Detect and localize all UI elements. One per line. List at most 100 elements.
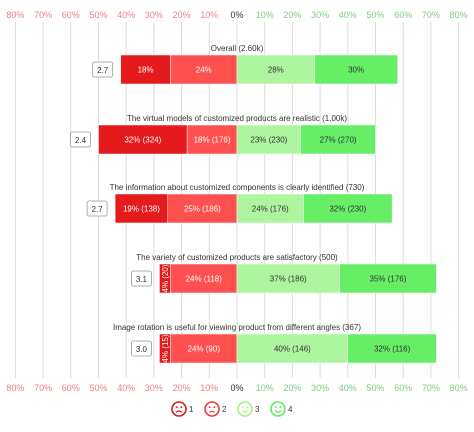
- x-axis-bottom: 80% 70% 60% 50% 40% 30% 20% 10% 0% 10% 20% 30% 40% 50…: [6, 383, 467, 393]
- x-tick-label: 60%: [62, 383, 80, 393]
- x-tick-label: 30%: [311, 383, 329, 393]
- mean-value: 2.7: [92, 205, 104, 214]
- x-tick-label: 30%: [145, 10, 163, 20]
- bar-segment-2: [170, 263, 238, 294]
- segment-label: 4% (15): [161, 334, 170, 362]
- x-tick-label: 80%: [6, 10, 24, 20]
- segment-label: 35% (176): [370, 275, 407, 284]
- x-tick-label: 50%: [366, 10, 384, 20]
- question-label: Image rotation is useful for viewing pro…: [113, 323, 361, 332]
- bar-segment-2: [167, 193, 238, 224]
- segment-label: 24% (118): [186, 275, 223, 284]
- x-tick-label: 30%: [145, 383, 163, 393]
- segment-label: 4% (20): [161, 264, 170, 292]
- likert-row: Overall (2.60k) 18% 24% 28% 30% 2.7: [92, 44, 398, 85]
- x-tick-label: 10%: [200, 10, 218, 20]
- legend-label: 4: [288, 405, 293, 414]
- x-tick-label: 70%: [422, 383, 440, 393]
- x-tick-label: 10%: [256, 10, 274, 20]
- very-sad-face-icon: [171, 401, 187, 417]
- question-label: The variety of customized products are s…: [136, 253, 338, 262]
- mean-box: [131, 270, 152, 287]
- x-tick-label: 70%: [422, 10, 440, 20]
- bar-segment-2: [170, 54, 238, 85]
- x-tick-label: 40%: [117, 383, 135, 393]
- legend-label: 2: [222, 405, 227, 414]
- mean-value: 3.0: [136, 345, 148, 354]
- likert-row: The information about customized compone…: [86, 183, 393, 224]
- mean-value: 2.4: [75, 136, 87, 145]
- mean-value: 3.1: [136, 275, 148, 284]
- mean-box: [70, 131, 91, 148]
- segment-label: 24% (90): [188, 345, 221, 354]
- segment-label: 25% (186): [184, 205, 221, 214]
- bar-segment-4: [347, 333, 437, 364]
- mean-value: 2.7: [97, 66, 109, 75]
- segment-label: 30%: [348, 66, 364, 75]
- bar-segment-4: [303, 193, 393, 224]
- question-label: Overall (2.60k): [211, 44, 264, 53]
- x-tick-label: 40%: [117, 10, 135, 20]
- mean-box: [131, 340, 152, 357]
- segment-label: 18%: [138, 66, 154, 75]
- x-tick-label: 60%: [394, 383, 412, 393]
- segment-label: 32% (116): [374, 345, 411, 354]
- question-label: The information about customized compone…: [110, 183, 365, 192]
- question-label: The virtual models of customized product…: [127, 114, 347, 123]
- segment-label: 28%: [268, 66, 284, 75]
- smile-face-icon: [237, 401, 253, 417]
- bar-segment-1: [120, 54, 171, 85]
- x-tick-label: 20%: [283, 10, 301, 20]
- segment-label: 18% (176): [194, 136, 231, 145]
- x-tick-label: 50%: [366, 383, 384, 393]
- sad-face-icon: [204, 401, 220, 417]
- x-tick-label: 10%: [256, 383, 274, 393]
- legend-label: 3: [255, 405, 260, 414]
- mean-box: [92, 61, 114, 78]
- segment-label: 40% (146): [274, 345, 311, 354]
- x-axis-top: 80% 70% 60% 50% 40% 30% 20% 10% 0% 10% 20% 30% 40% 50…: [6, 10, 467, 20]
- segment-label: 24% (176): [252, 205, 289, 214]
- bar-segment-2: [186, 124, 238, 155]
- x-tick-label: 0%: [230, 383, 243, 393]
- x-tick-label: 60%: [62, 10, 80, 20]
- mean-box: [86, 200, 108, 217]
- x-tick-label: 20%: [173, 10, 191, 20]
- bar-segment-1: [114, 193, 169, 224]
- x-tick-label: 40%: [339, 383, 357, 393]
- x-tick-label: 40%: [339, 10, 357, 20]
- x-tick-label: 30%: [311, 10, 329, 20]
- x-tick-label: 80%: [450, 10, 468, 20]
- x-tick-label: 50%: [89, 383, 107, 393]
- bar-segment-3: [236, 54, 315, 85]
- x-tick-label: 50%: [89, 10, 107, 20]
- bar-segment-2: [170, 333, 238, 364]
- bar-segment-4: [314, 54, 398, 85]
- bar-segment-3: [236, 333, 349, 364]
- x-tick-label: 70%: [34, 383, 52, 393]
- bar-segment-4: [300, 124, 376, 155]
- likert-row: Image rotation is useful for viewing pro…: [113, 323, 437, 364]
- segment-label: 32% (324): [124, 136, 161, 145]
- x-tick-label: 60%: [394, 10, 412, 20]
- x-tick-label: 20%: [283, 383, 301, 393]
- legend-label: 1: [189, 405, 194, 414]
- x-tick-label: 0%: [230, 10, 243, 20]
- segment-label: 19% (138): [123, 205, 160, 214]
- legend: 1 2 3 4: [171, 401, 293, 417]
- segment-label: 27% (270): [320, 136, 357, 145]
- likert-row: The variety of customized products are s…: [131, 253, 437, 294]
- bar-segment-3: [236, 193, 304, 224]
- bar-segment-4: [339, 263, 437, 294]
- x-tick-label: 10%: [200, 383, 218, 393]
- segment-label: 32% (230): [329, 205, 366, 214]
- likert-row: The virtual models of customized product…: [70, 114, 376, 155]
- happy-face-icon: [270, 401, 286, 417]
- segment-label: 37% (186): [270, 275, 307, 284]
- segment-label: 24%: [196, 66, 212, 75]
- x-tick-label: 80%: [450, 383, 468, 393]
- bars: Overall (2.60k) 18% 24% 28% 30% 2.7 The virtua…: [70, 44, 437, 364]
- x-tick-label: 80%: [6, 383, 24, 393]
- x-tick-label: 70%: [34, 10, 52, 20]
